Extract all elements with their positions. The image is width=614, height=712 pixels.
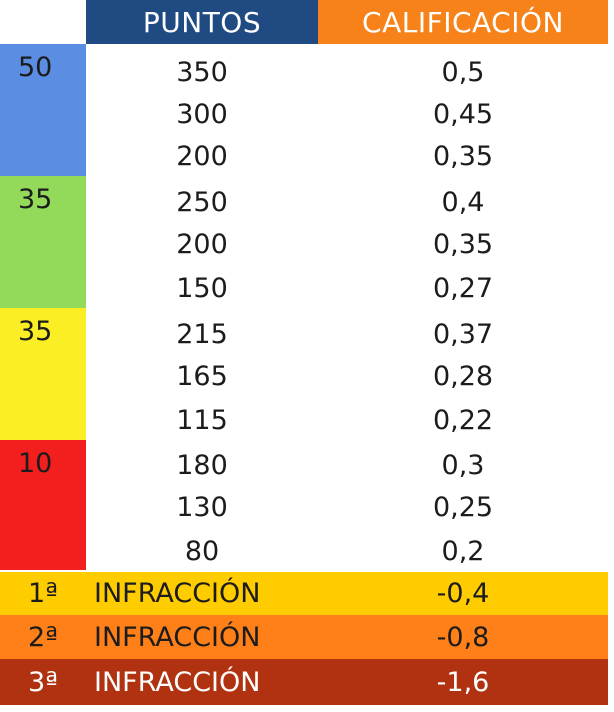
group-weight: 35 [0,176,86,308]
table-row-puntos: 80 [184,535,220,567]
infraction-ordinal: 3ª [28,666,58,698]
infraction-value: -1,6 [436,666,490,698]
infraction-value: -0,4 [436,578,490,609]
table-row-puntos: 180 [176,449,228,481]
group-weight: 10 [0,440,86,570]
table-row-puntos: 350 [176,56,228,88]
table-row-calificacion: 0,22 [432,404,494,436]
infraction-ordinal: 1ª [28,578,58,609]
table-row-puntos: 115 [176,404,228,436]
table-row-calificacion: 0,37 [432,318,494,350]
table-row-calificacion: 0,28 [432,360,494,392]
table-row-puntos: 200 [176,228,228,260]
header-calificacion: CALIFICACIÓN [318,0,608,44]
infraction-row [0,659,608,705]
table-row-calificacion: 0,25 [432,491,494,523]
table-row-calificacion: 0,3 [441,449,485,481]
table-row-calificacion: 0,35 [432,228,494,260]
table-row-puntos: 250 [176,186,228,218]
infraction-label: INFRACCIÓN [94,578,261,609]
table-row-puntos: 165 [176,360,228,392]
header-puntos: PUNTOS [86,0,318,44]
table-row-puntos: 215 [176,318,228,350]
table-row-calificacion: 0,35 [432,140,494,172]
group-weight: 50 [0,44,86,176]
table-row-calificacion: 0,5 [441,56,485,88]
table-row-calificacion: 0,4 [441,186,485,218]
table-row-calificacion: 0,45 [432,98,494,130]
table-row-puntos: 200 [176,140,228,172]
infraction-row [0,572,608,615]
table-row-calificacion: 0,2 [441,535,485,567]
infraction-label: INFRACCIÓN [94,666,261,698]
infraction-ordinal: 2ª [28,621,58,653]
table-row-puntos: 150 [176,272,228,304]
table-row-calificacion: 0,27 [432,272,494,304]
table-row-puntos: 300 [176,98,228,130]
table-row-puntos: 130 [176,491,228,523]
group-weight: 35 [0,308,86,440]
infraction-label: INFRACCIÓN [94,621,261,653]
infraction-row [0,615,608,659]
infraction-value: -0,8 [436,621,490,653]
